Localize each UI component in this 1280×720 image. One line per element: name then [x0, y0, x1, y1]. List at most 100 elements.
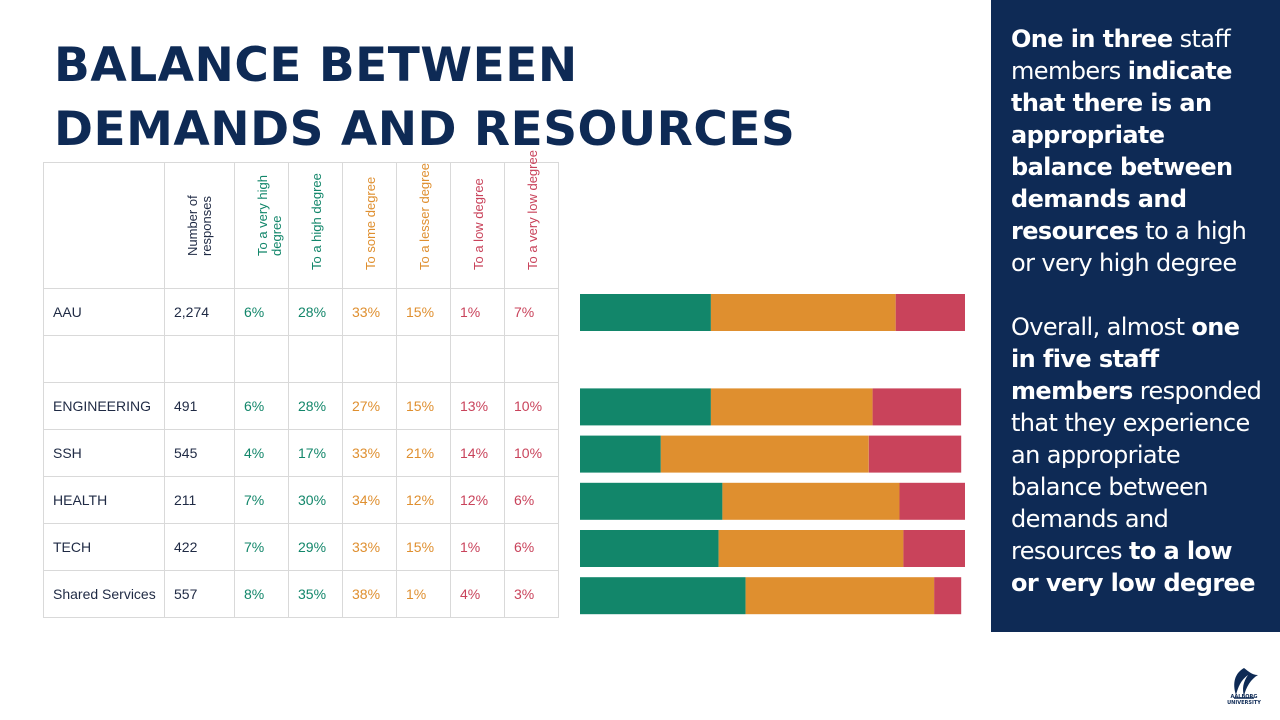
cell-unit: ENGINEERING	[43, 382, 165, 430]
cell-responses: 211	[164, 476, 235, 524]
stacked-bar-chart	[580, 294, 965, 615]
header-low: To a low degree	[450, 162, 505, 289]
cell-very-high: 8%	[234, 570, 289, 618]
cell-lesser: 21%	[396, 429, 451, 477]
table-row: TECH 422 7% 29% 33% 15% 1% 6%	[43, 523, 559, 571]
cell-unit: AAU	[43, 288, 165, 336]
header-lesser: To a lesser degree	[396, 162, 451, 289]
bar-orange-segment	[660, 435, 869, 473]
bar-green-segment	[580, 577, 746, 615]
header-very-low-label: To a very low degree	[525, 150, 540, 270]
cell-very-high: 4%	[234, 429, 289, 477]
bar-red-segment	[903, 530, 965, 567]
cell-lesser: 12%	[396, 476, 451, 524]
cell-some: 34%	[342, 476, 397, 524]
cell-high: 30%	[288, 476, 343, 524]
header-unit	[43, 162, 165, 289]
cell-very-high: 7%	[234, 476, 289, 524]
cell-unit: HEALTH	[43, 476, 165, 524]
cell-low: 12%	[450, 476, 505, 524]
bar-green-segment	[580, 482, 723, 520]
header-very-high: To a very high degree	[234, 162, 289, 289]
bar-orange-segment	[722, 482, 900, 520]
cell-high: 28%	[288, 288, 343, 336]
header-lesser-label: To a lesser degree	[417, 163, 432, 270]
cell-low: 1%	[450, 523, 505, 571]
cell-very-low: 10%	[504, 429, 559, 477]
header-very-high-label: To a very high degree	[255, 175, 284, 256]
header-very-low: To a very low degree	[504, 150, 559, 289]
header-some: To some degree	[342, 162, 397, 289]
cell-low: 14%	[450, 429, 505, 477]
cell-unit: SSH	[43, 429, 165, 477]
table-header-row: Number of responses To a very high degre…	[43, 150, 559, 289]
bar-red-segment	[934, 577, 962, 615]
cell-low	[450, 335, 505, 383]
header-high-label: To a high degree	[309, 173, 324, 270]
cell-high: 28%	[288, 382, 343, 430]
cell-high: 17%	[288, 429, 343, 477]
page-title: BALANCE BETWEEN DEMANDS AND RESOURCES	[54, 34, 795, 162]
aalborg-university-logo-icon	[1234, 668, 1258, 699]
cell-responses: 545	[164, 429, 235, 477]
table-row: ENGINEERING 491 6% 28% 27% 15% 13% 10%	[43, 382, 559, 430]
summary-paragraph-2: Overall, almost one in five staff member…	[1011, 311, 1266, 599]
cell-low: 4%	[450, 570, 505, 618]
p2-segment: to a low or very low degree	[1011, 537, 1256, 597]
cell-responses: 2,274	[164, 288, 235, 336]
bar-green-segment	[580, 388, 711, 426]
table-row: SSH 545 4% 17% 33% 21% 14% 10%	[43, 429, 559, 477]
results-table: Number of responses To a very high degre…	[43, 150, 559, 618]
cell-low: 13%	[450, 382, 505, 430]
cell-unit: Shared Services	[43, 570, 165, 618]
cell-lesser: 1%	[396, 570, 451, 618]
bar-green-segment	[580, 294, 711, 331]
cell-high	[288, 335, 343, 383]
cell-very-low: 6%	[504, 476, 559, 524]
p2-segment: one in five staff members	[1011, 313, 1240, 405]
cell-unit	[43, 335, 165, 383]
bar-orange-segment	[710, 388, 873, 426]
cell-very-high: 7%	[234, 523, 289, 571]
table-row: HEALTH 211 7% 30% 34% 12% 12% 6%	[43, 476, 559, 524]
cell-responses	[164, 335, 235, 383]
cell-very-low: 3%	[504, 570, 559, 618]
cell-some: 27%	[342, 382, 397, 430]
cell-low: 1%	[450, 288, 505, 336]
p1-segment: to a high or very high degree	[1011, 217, 1247, 277]
cell-high: 35%	[288, 570, 343, 618]
cell-some: 38%	[342, 570, 397, 618]
cell-lesser	[396, 335, 451, 383]
table-row	[43, 335, 559, 383]
cell-responses: 422	[164, 523, 235, 571]
cell-very-low: 7%	[504, 288, 559, 336]
cell-some: 33%	[342, 523, 397, 571]
cell-responses: 557	[164, 570, 235, 618]
cell-very-low: 10%	[504, 382, 559, 430]
header-low-label: To a low degree	[471, 178, 486, 270]
bar-green-segment	[580, 530, 719, 567]
summary-panel: One in three staff members indicate that…	[991, 0, 1280, 632]
page-title-line-2: DEMANDS AND RESOURCES	[54, 102, 796, 157]
bar-red-segment	[872, 388, 962, 426]
bar-red-segment	[895, 294, 965, 331]
cell-very-high: 6%	[234, 382, 289, 430]
cell-lesser: 15%	[396, 288, 451, 336]
bar-red-segment	[868, 435, 962, 473]
header-responses: Number of responses	[164, 162, 235, 289]
header-high: To a high degree	[288, 162, 343, 289]
p2-segment: responded that they experience an approp…	[1011, 377, 1262, 565]
header-responses-label: Number of responses	[185, 195, 214, 256]
cell-high: 29%	[288, 523, 343, 571]
p1-segment: indicate that there is an appropriate ba…	[1011, 57, 1233, 245]
summary-paragraph-1: One in three staff members indicate that…	[1011, 23, 1266, 279]
p1-segment: staff members	[1011, 25, 1231, 85]
table-row: Shared Services 557 8% 35% 38% 1% 4% 3%	[43, 570, 559, 618]
bar-red-segment	[899, 482, 965, 520]
bar-orange-segment	[718, 530, 904, 567]
header-some-label: To some degree	[363, 176, 378, 270]
cell-some	[342, 335, 397, 383]
bar-orange-segment	[710, 294, 896, 331]
cell-lesser: 15%	[396, 523, 451, 571]
bar-green-segment	[580, 435, 661, 473]
